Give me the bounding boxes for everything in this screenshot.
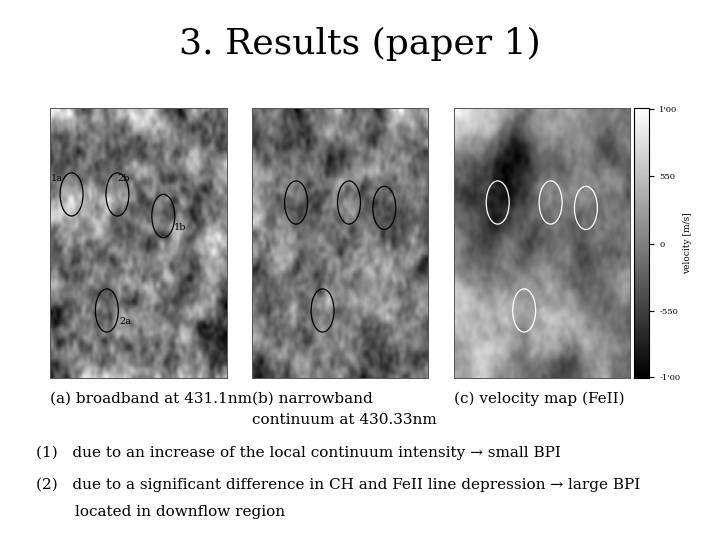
Text: 1b: 1b <box>174 222 186 232</box>
Text: located in downflow region: located in downflow region <box>36 505 285 519</box>
Text: 2a: 2a <box>120 317 131 326</box>
Text: (a) broadband at 431.1nm: (a) broadband at 431.1nm <box>50 392 253 406</box>
Text: 1a: 1a <box>50 174 63 183</box>
Text: (b) narrowband: (b) narrowband <box>252 392 373 406</box>
Text: (2)   due to a significant difference in CH and FeII line depression → large BPI: (2) due to a significant difference in C… <box>36 478 640 492</box>
Text: 2b: 2b <box>117 174 130 183</box>
Text: (c) velocity map (FeII): (c) velocity map (FeII) <box>454 392 624 406</box>
Y-axis label: velocity [m/s]: velocity [m/s] <box>683 212 692 274</box>
Text: 3. Results (paper 1): 3. Results (paper 1) <box>179 27 541 61</box>
Text: continuum at 430.33nm: continuum at 430.33nm <box>252 413 437 427</box>
Text: (1)   due to an increase of the local continuum intensity → small BPI: (1) due to an increase of the local cont… <box>36 446 561 460</box>
